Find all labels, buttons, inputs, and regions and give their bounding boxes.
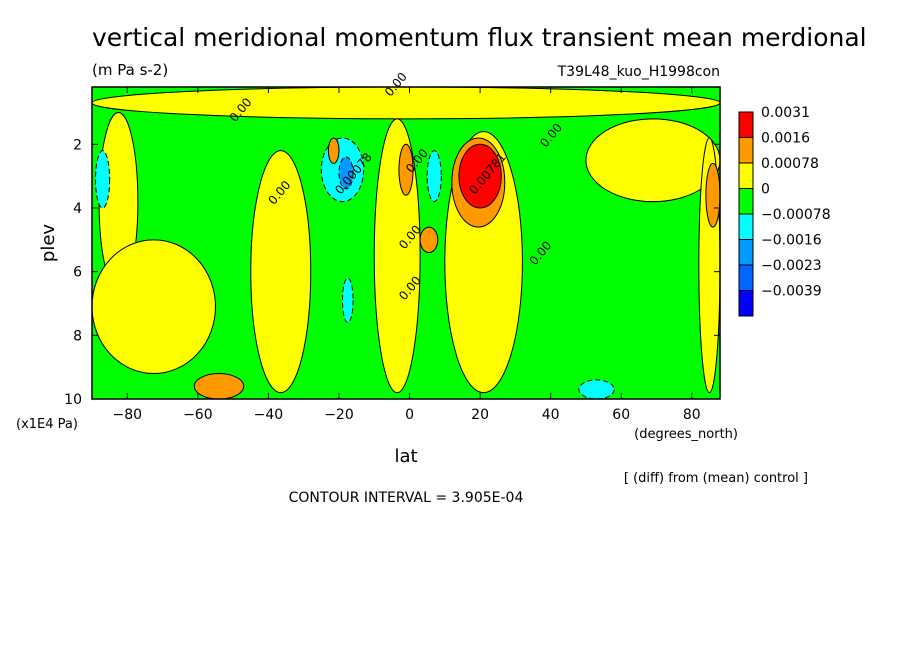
units-label: (m Pa s-2) (92, 61, 168, 79)
contour-region (426, 150, 442, 203)
legend-swatch (738, 162, 754, 189)
y-tick-label: 6 (73, 265, 82, 281)
contour-region (341, 277, 354, 324)
run-label: T39L48_kuo_H1998con (557, 64, 720, 80)
contour-interval: CONTOUR INTERVAL = 3.905E-04 (289, 490, 524, 506)
contour-region (705, 162, 720, 228)
y-axis-units: (x1E4 Pa) (16, 417, 78, 432)
contour-region (398, 143, 414, 196)
plot-frame (91, 86, 721, 400)
contour-region (338, 156, 354, 190)
legend-swatch (738, 137, 754, 164)
x-tick-label: 20 (471, 407, 489, 423)
x-tick-label: 80 (683, 407, 701, 423)
color-legend: 0.0031 0.0016 0.00078 0 −0.00078 −0.0016 −0.00… (738, 105, 831, 317)
contour-plot-area (92, 87, 720, 399)
x-tick-label: −40 (254, 407, 284, 423)
x-axis-label: lat (394, 446, 417, 467)
contour-region (327, 137, 340, 164)
contour-region (95, 150, 111, 209)
x-axis: −80 −60 −40 −20 0 20 40 60 80 (113, 87, 701, 423)
contour-region (578, 379, 615, 399)
chart-title: vertical meridional momentum flux transi… (92, 23, 867, 52)
legend-label: −0.00078 (761, 207, 831, 223)
x-tick-label: −60 (183, 407, 213, 423)
legend-swatch (738, 188, 754, 215)
legend-label: 0 (761, 182, 770, 198)
legend-swatch (738, 264, 754, 291)
legend-label: 0.00078 (761, 156, 819, 172)
y-tick-label: 2 (73, 137, 82, 153)
legend-label: −0.0016 (761, 233, 822, 249)
legend-label: 0.0016 (761, 131, 810, 147)
x-tick-label: 40 (542, 407, 560, 423)
legend-label: −0.0023 (761, 258, 822, 274)
y-tick-label: 10 (64, 392, 82, 408)
y-axis: 2 4 6 8 10 (64, 137, 720, 408)
legend-swatch (738, 111, 754, 138)
x-tick-label: 60 (612, 407, 630, 423)
legend-swatch (738, 239, 754, 266)
contour-region (585, 118, 720, 203)
y-tick-label: 4 (73, 201, 82, 217)
contour-region (419, 226, 439, 254)
x-axis-units: (degrees_north) (634, 427, 738, 442)
y-axis-label: plev (38, 224, 59, 263)
contour-region (92, 239, 216, 375)
legend-swatch (738, 290, 754, 317)
legend-label: 0.0031 (761, 105, 810, 121)
legend-label: −0.0039 (761, 284, 822, 300)
x-tick-label: 0 (405, 407, 414, 423)
diff-note: [ (diff) from (mean) control ] (624, 471, 808, 486)
legend-swatch (738, 213, 754, 240)
contour-region (193, 373, 245, 399)
y-tick-label: 8 (73, 328, 82, 344)
x-tick-label: −20 (324, 407, 354, 423)
contour-region (250, 150, 312, 394)
x-tick-label: −80 (113, 407, 143, 423)
contour-region (458, 143, 502, 209)
contour-region (92, 87, 720, 120)
